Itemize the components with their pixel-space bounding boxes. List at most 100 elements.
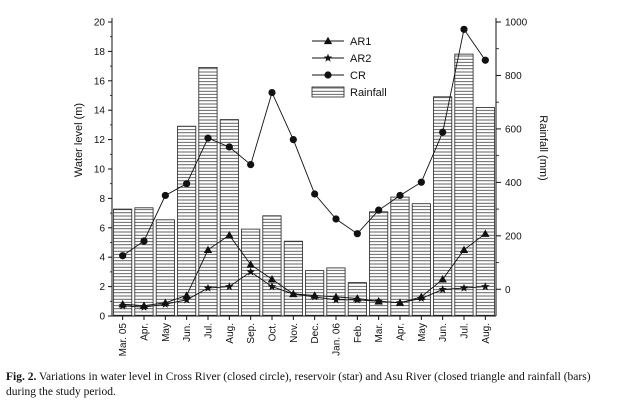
x-tick-label-14: May [417,323,428,342]
ar1-point-17 [481,229,490,237]
ar2-point-8 [289,289,298,298]
y2-tick-label-5: 1000 [505,18,528,29]
cr-point-15 [439,128,447,136]
y-tick-label-8: 16 [94,76,106,87]
y-tick-label-6: 12 [94,135,106,146]
ar1-point-4 [203,245,213,253]
rainfall-bar-4 [198,67,218,317]
ar1-point-15 [438,275,447,283]
y-tick-label-10: 20 [94,18,106,29]
x-tick-label-1: Apr. [140,323,151,341]
x-tick-label-2: May [161,323,172,342]
x-tick-label-3: Jun. [182,323,193,342]
x-tick-label-6: Sep. [246,323,257,344]
cr-point-13 [396,191,404,200]
ar2-point-5 [225,282,234,291]
rainfall-bar-0 [113,208,133,317]
x-tick-label-16: Jul. [460,323,471,339]
cr-point-5 [225,143,233,151]
legend-label-ar2: AR2 [350,53,371,65]
rainfall-bar-10 [326,267,346,317]
ar1-point-6 [246,260,255,268]
cr-point-14 [417,178,425,186]
ar2-point-16 [459,283,469,292]
y2-tick-label-0: 0 [505,285,511,296]
legend-marker-cr [324,71,332,79]
y2-tick-label-1: 200 [505,231,522,242]
x-tick-label-10: Jan. 06 [332,323,343,356]
ar1-point-3 [182,291,191,299]
ar2-point-2 [161,299,170,308]
figure-label: Fig. 2. [6,371,37,383]
cr-point-8 [289,136,297,144]
ar2-point-14 [417,294,426,302]
x-tick-label-4: Jul. [204,323,215,339]
x-tick-label-9: Dec. [310,323,321,344]
cr-line [122,28,486,257]
legend-label-rainfall: Rainfall [350,87,387,99]
ar2-point-15 [438,285,447,294]
y2-tick-label-2: 400 [505,178,522,189]
x-tick-label-0: Mar. 05 [118,323,129,357]
legend-marker-ar2 [323,53,333,62]
cr-point-4 [204,134,212,142]
cr-point-10 [332,215,340,223]
rainfall-bar-3 [177,125,197,317]
x-tick-label-11: Feb. [353,323,364,343]
x-tick-label-15: Jun. [438,323,449,342]
cr-point-1 [140,237,148,245]
cr-point-0 [119,252,127,260]
ar1-line [122,233,486,307]
legend-label-cr: CR [350,70,366,82]
ar2-point-3 [182,295,191,304]
chart-legend: AR1 AR2 CR Rainfall [311,36,387,99]
figure-caption-text: Variations in water level in Cross River… [6,371,591,398]
cr-point-7 [268,88,276,97]
ar1-point-16 [459,245,469,253]
cr-point-3 [183,180,191,188]
y-tick-label-0: 0 [99,312,105,323]
ar2-point-4 [203,283,213,292]
y-tick-label-2: 4 [99,253,105,264]
figure-caption: Fig. 2. Variations in water level in Cro… [6,370,611,400]
rainfall-bar-16 [454,53,474,317]
x-tick-label-12: Mar. [374,323,385,342]
y-tick-label-4: 8 [99,194,105,205]
y-tick-label-3: 6 [99,223,105,234]
x-tick-label-17: Aug. [481,323,492,344]
ar1-point-7 [267,275,277,283]
y-tick-label-7: 14 [94,106,106,117]
rainfall-bar-1 [134,207,154,317]
ar2-point-17 [481,282,490,291]
y2-tick-label-3: 600 [505,124,522,135]
ar2-point-0 [118,301,127,310]
ar2-point-12 [374,296,383,305]
ar2-point-6 [246,267,255,276]
cr-point-12 [375,206,383,214]
ar2-point-9 [310,292,319,301]
ar2-point-7 [267,282,277,291]
ar2-point-10 [331,295,341,304]
cr-point-9 [311,190,319,198]
ar2-point-11 [353,295,362,304]
legend-swatch-rainfall [311,86,345,98]
cr-point-6 [247,160,255,169]
y2-axis-title: Rainfall (mm) [537,115,549,180]
x-tick-label-5: Aug. [225,323,236,344]
legend-label-ar1: AR1 [350,36,371,48]
ar2-point-1 [139,302,149,311]
ar2-point-13 [395,298,405,307]
ar2-line [122,271,486,308]
y-tick-label-9: 18 [94,47,106,58]
cr-point-17 [481,56,489,64]
cr-point-11 [353,230,361,238]
legend-marker-ar1 [323,36,333,45]
cr-point-2 [161,191,169,200]
rainfall-bar-8 [283,240,303,317]
ar1-point-5 [225,230,234,239]
rainfall-bar-13 [390,196,410,317]
x-tick-label-7: Oct. [268,323,279,341]
y-axis-title: Water level (m) [73,103,85,177]
cr-point-16 [460,25,468,33]
